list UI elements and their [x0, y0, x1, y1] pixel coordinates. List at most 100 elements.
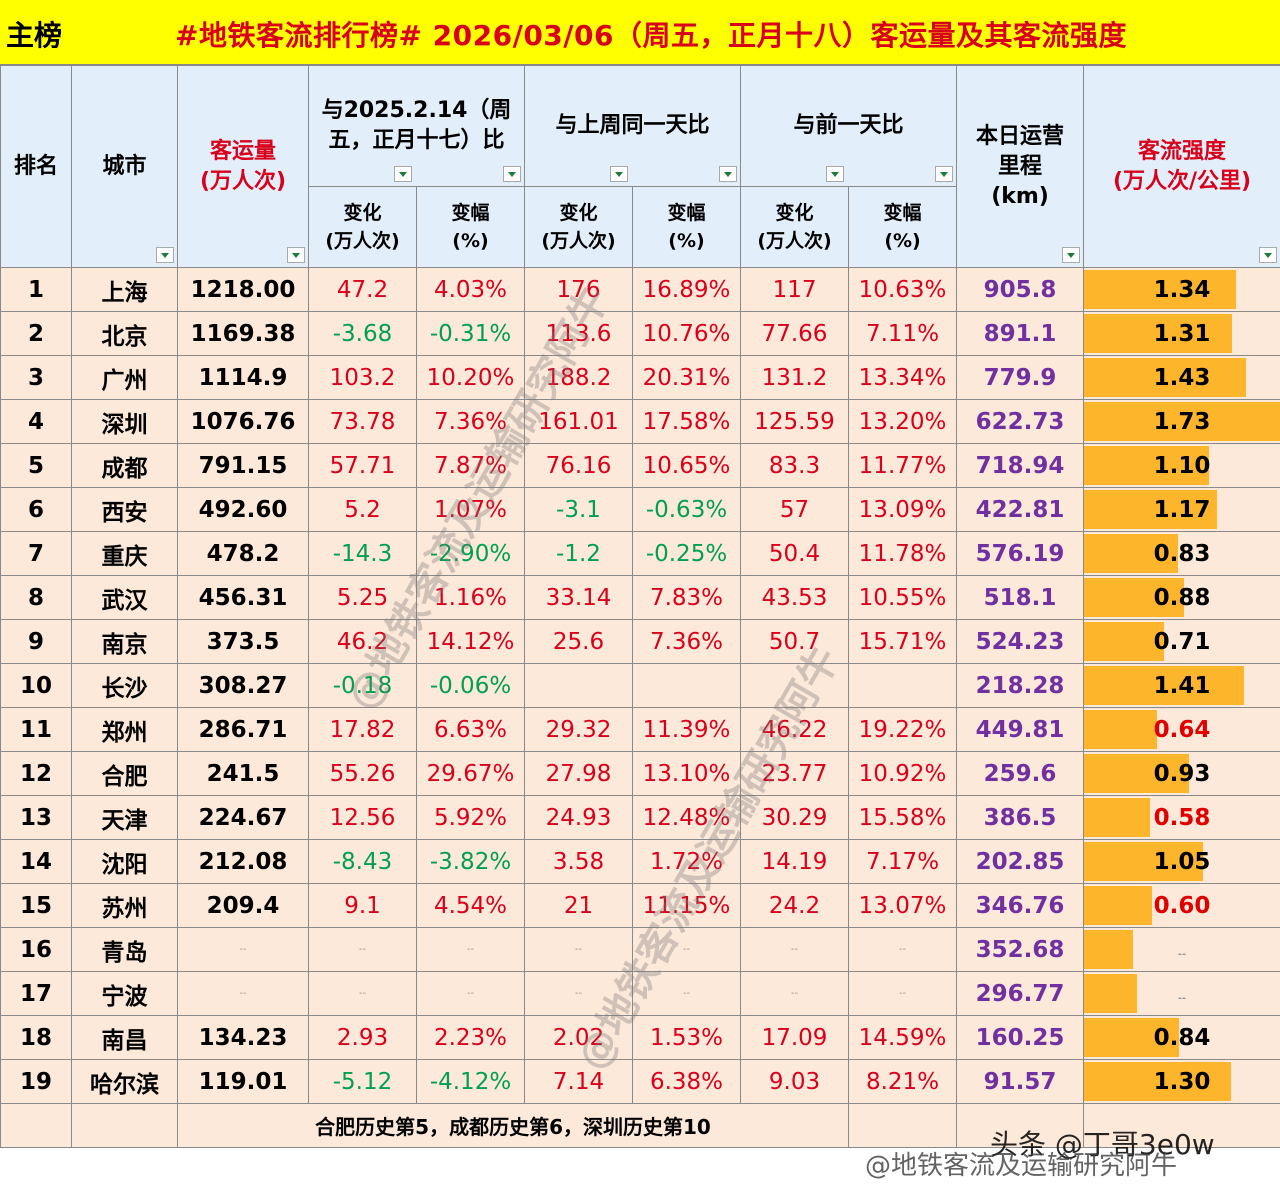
dod-pct-cell	[848, 663, 958, 708]
intensity-bar	[1084, 490, 1217, 529]
dod-change-cell: 43.53	[740, 575, 850, 620]
table-row: 1 上海 1218.00 47.2 4.03% 176 16.89% 117 10.63% 905…	[0, 267, 1280, 312]
filter-dropdown-icon[interactable]	[935, 166, 954, 182]
intensity-value: 1.34	[1153, 276, 1211, 303]
rank-cell: 6	[0, 487, 72, 532]
col-length[interactable]: 本日运营 里程 (km)	[956, 65, 1085, 268]
filter-dropdown-icon[interactable]	[610, 166, 629, 182]
col-intensity[interactable]: 客流强度 (万人次/公里)	[1083, 65, 1280, 268]
yoy-pct-cell: -4.12%	[416, 1059, 525, 1104]
table-row: 8 武汉 456.31 5.25 1.16% 33.14 7.83% 43.53 10.55% 5…	[0, 575, 1280, 620]
dod-pct-cell: 8.21%	[848, 1059, 958, 1104]
dod-change-cell: 30.29	[740, 795, 850, 840]
rank-cell: 16	[0, 927, 72, 972]
dod-pct-cell: --	[848, 971, 958, 1016]
col-dod-change: 变化 (万人次)	[740, 186, 850, 268]
rank-cell: 19	[0, 1059, 72, 1104]
dod-pct-cell: 13.07%	[848, 883, 958, 928]
yoy-pct-cell: 14.12%	[416, 619, 525, 664]
dod-change-cell: 83.3	[740, 443, 850, 488]
col-rank: 排名	[0, 65, 72, 268]
volume-cell: 1218.00	[177, 267, 309, 312]
wow-pct-cell: 7.36%	[631, 619, 742, 664]
volume-cell: 119.01	[177, 1059, 309, 1104]
wow-pct-cell: 13.10%	[631, 751, 742, 796]
col-yoy[interactable]: 与2025.2.14（周 五，正月十七）比	[308, 65, 525, 187]
wow-change-cell: 2.02	[524, 1015, 633, 1060]
table-row: 3 广州 1114.9 103.2 10.20% 188.2 20.31% 131.2 13.3…	[0, 355, 1280, 400]
table-row: 13 天津 224.67 12.56 5.92% 24.93 12.48% 30.29 15.5…	[0, 795, 1280, 840]
intensity-cell: 0.84	[1083, 1015, 1280, 1060]
intensity-cell: 1.05	[1083, 839, 1280, 884]
volume-cell: 1169.38	[177, 311, 309, 356]
length-cell: 905.8	[956, 267, 1085, 312]
length-cell: 576.19	[956, 531, 1085, 576]
dod-change-cell: 57	[740, 487, 850, 532]
intensity-value: 1.31	[1153, 320, 1211, 347]
filter-dropdown-icon[interactable]	[1062, 247, 1081, 263]
yoy-pct-cell: -0.31%	[416, 311, 525, 356]
city-cell: 成都	[71, 443, 178, 488]
filter-dropdown-icon[interactable]	[287, 247, 305, 263]
rank-cell: 10	[0, 663, 72, 708]
intensity-value: 1.17	[1153, 496, 1211, 523]
length-cell: 524.23	[956, 619, 1085, 664]
wow-change-cell: 176	[524, 267, 633, 312]
intensity-value: 1.73	[1153, 408, 1211, 435]
city-cell: 武汉	[71, 575, 178, 620]
filter-dropdown-icon[interactable]	[156, 247, 174, 263]
toutiao-watermark: 头条 @丁哥3e0w	[990, 1128, 1215, 1161]
filter-dropdown-icon[interactable]	[503, 166, 521, 182]
intensity-value: --	[1177, 948, 1187, 960]
intensity-value: 1.41	[1153, 672, 1211, 699]
filter-dropdown-icon[interactable]	[1259, 247, 1278, 263]
table-row: 17 宁波 -- -- -- -- -- -- -- 296.77 --	[0, 971, 1280, 1016]
rank-cell: 18	[0, 1015, 72, 1060]
wow-pct-cell: 16.89%	[631, 267, 742, 312]
wow-pct-cell: 10.76%	[631, 311, 742, 356]
wow-change-cell: 7.14	[524, 1059, 633, 1104]
intensity-bar	[1084, 270, 1236, 309]
col-dod[interactable]: 与前一天比	[740, 65, 958, 187]
intensity-cell: 0.88	[1083, 575, 1280, 620]
list-tag: 主榜	[6, 19, 63, 52]
rank-cell: 15	[0, 883, 72, 928]
dod-change-cell: 117	[740, 267, 850, 312]
city-cell: 广州	[71, 355, 178, 400]
dod-pct-cell: 10.55%	[848, 575, 958, 620]
table-row: 9 南京 373.5 46.2 14.12% 25.6 7.36% 50.7 15.71% 524…	[0, 619, 1280, 664]
intensity-bar	[1084, 842, 1203, 881]
intensity-value: 0.83	[1153, 540, 1211, 567]
wow-change-cell: --	[524, 971, 633, 1016]
intensity-value: 1.30	[1153, 1068, 1211, 1095]
intensity-value: 1.05	[1153, 848, 1211, 875]
footer-note: 合肥历史第5，成都历史第6，深圳历史第10	[176, 1103, 850, 1148]
yoy-pct-cell: -3.82%	[416, 839, 525, 884]
volume-cell: 241.5	[177, 751, 309, 796]
rank-cell: 17	[0, 971, 72, 1016]
wow-change-cell: 76.16	[524, 443, 633, 488]
filter-dropdown-icon[interactable]	[394, 166, 412, 182]
table-row: 11 郑州 286.71 17.82 6.63% 29.32 11.39% 46.22 19.2…	[0, 707, 1280, 752]
col-yoy-change: 变化 (万人次)	[308, 186, 417, 268]
city-cell: 南昌	[71, 1015, 178, 1060]
filter-dropdown-icon[interactable]	[826, 166, 845, 182]
intensity-cell: 0.93	[1083, 751, 1280, 796]
wow-change-cell: -3.1	[524, 487, 633, 532]
filter-dropdown-icon[interactable]	[719, 166, 738, 182]
wow-pct-cell: 1.72%	[631, 839, 742, 884]
rank-cell: 1	[0, 267, 72, 312]
intensity-cell: 1.30	[1083, 1059, 1280, 1104]
col-city[interactable]: 城市	[71, 65, 178, 268]
yoy-pct-cell: 7.36%	[416, 399, 525, 444]
city-cell: 哈尔滨	[71, 1059, 178, 1104]
intensity-bar	[1084, 622, 1165, 661]
col-volume[interactable]: 客运量 (万人次)	[177, 65, 309, 268]
yoy-pct-cell: 2.23%	[416, 1015, 525, 1060]
dod-pct-cell: 13.09%	[848, 487, 958, 532]
wow-change-cell: 24.93	[524, 795, 633, 840]
table-row: 7 重庆 478.2 -14.3 -2.90% -1.2 -0.25% 50.4 11.78% 5…	[0, 531, 1280, 576]
col-wow[interactable]: 与上周同一天比	[523, 65, 742, 187]
length-cell: 891.1	[956, 311, 1085, 356]
dod-change-cell: 9.03	[740, 1059, 850, 1104]
